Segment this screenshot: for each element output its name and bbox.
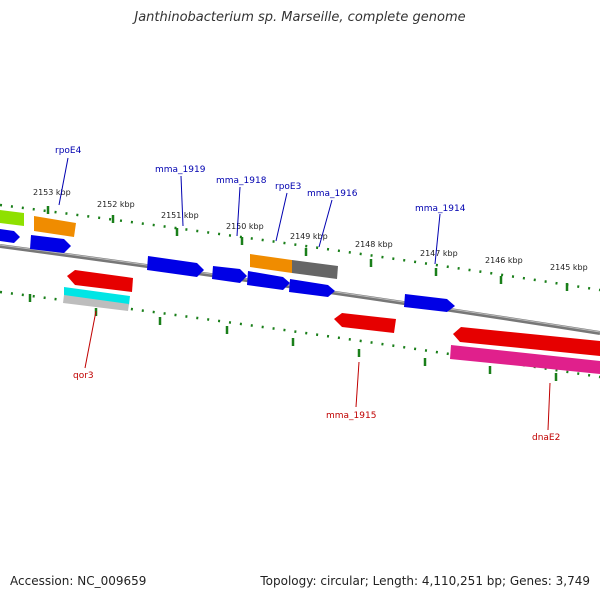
scale-label: 2152 kbp bbox=[97, 200, 135, 209]
scale-label: 2149 kbp bbox=[290, 232, 328, 241]
gene-feature[interactable] bbox=[63, 295, 129, 311]
scale-label: 2146 kbp bbox=[485, 256, 523, 265]
gene-feature[interactable] bbox=[450, 345, 600, 374]
reverse-genes bbox=[63, 270, 600, 374]
callout-line bbox=[58, 157, 69, 206]
scale-label: 2150 kbp bbox=[226, 222, 264, 231]
gene-feature[interactable] bbox=[247, 271, 290, 290]
gene-feature[interactable] bbox=[289, 279, 335, 297]
scale-label: 2147 kbp bbox=[420, 249, 458, 258]
gene-feature[interactable] bbox=[30, 235, 71, 253]
callout-line bbox=[355, 361, 360, 408]
callout-line bbox=[275, 192, 288, 242]
forward-genes bbox=[0, 210, 455, 312]
gene-feature[interactable] bbox=[67, 270, 133, 292]
gene-feature[interactable] bbox=[64, 287, 130, 305]
gene-feature[interactable] bbox=[404, 294, 455, 312]
callout-line bbox=[318, 199, 333, 248]
accession-label: Accession: NC_009659 bbox=[10, 574, 147, 588]
callout-line bbox=[180, 175, 184, 227]
callout-line bbox=[547, 382, 551, 431]
scale-label: 2153 kbp bbox=[33, 188, 71, 197]
forward-major-ticks bbox=[46, 206, 569, 291]
gene-label-mma-1919[interactable]: mma_1919 bbox=[155, 165, 206, 175]
genome-title: Janthinobacterium sp. Marseille, complet… bbox=[134, 10, 466, 25]
callout-line bbox=[84, 310, 97, 369]
genome-summary: Topology: circular; Length: 4,110,251 bp… bbox=[260, 574, 590, 588]
gene-feature[interactable] bbox=[334, 313, 396, 333]
callout-line bbox=[236, 186, 241, 237]
callout-line bbox=[434, 213, 441, 265]
scale-label: 2145 kbp bbox=[550, 263, 588, 272]
gene-feature[interactable] bbox=[0, 229, 20, 243]
scale-label: 2151 kbp bbox=[161, 211, 199, 220]
gene-feature[interactable] bbox=[250, 254, 292, 273]
gene-label-mma-1914[interactable]: mma_1914 bbox=[415, 204, 466, 214]
gene-label-dnaE2[interactable]: dnaE2 bbox=[532, 433, 560, 443]
gene-label-mma-1918[interactable]: mma_1918 bbox=[216, 176, 267, 186]
gene-feature[interactable] bbox=[292, 260, 338, 279]
gene-feature[interactable] bbox=[34, 216, 76, 237]
gene-feature[interactable] bbox=[453, 327, 600, 356]
gene-feature[interactable] bbox=[0, 210, 24, 226]
gene-label-mma-1915[interactable]: mma_1915 bbox=[326, 411, 376, 421]
gene-label-mma-1916[interactable]: mma_1916 bbox=[307, 189, 358, 199]
gene-label-rpoE4[interactable]: rpoE4 bbox=[55, 146, 82, 156]
scale-label: 2148 kbp bbox=[355, 240, 393, 249]
gene-feature[interactable] bbox=[147, 256, 204, 277]
gene-label-qor3[interactable]: qor3 bbox=[73, 371, 94, 381]
gene-label-rpoE3[interactable]: rpoE3 bbox=[275, 182, 301, 192]
reverse-major-ticks bbox=[28, 294, 558, 381]
gene-feature[interactable] bbox=[212, 266, 247, 283]
